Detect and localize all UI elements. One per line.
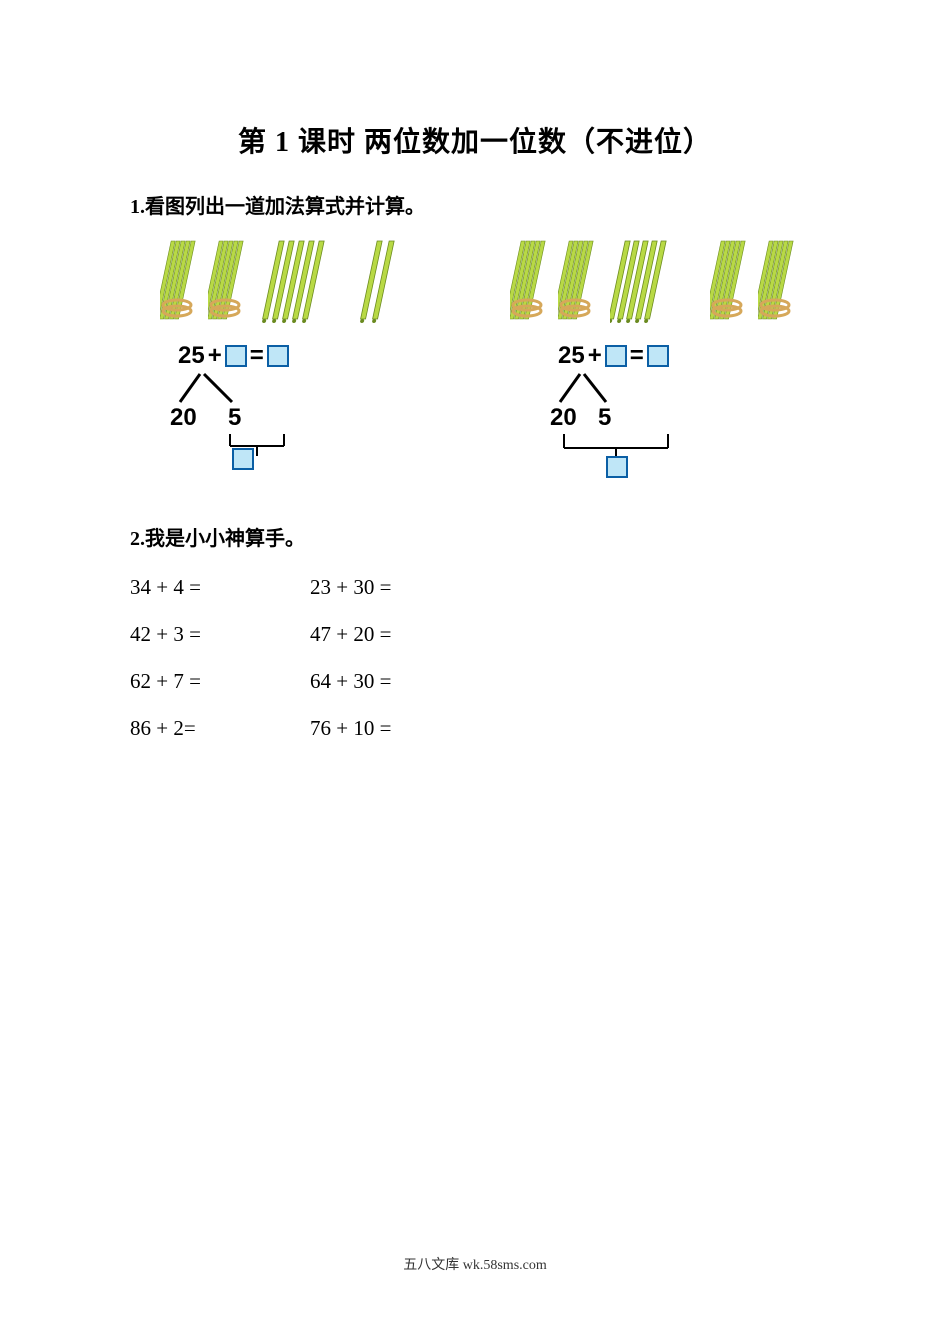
diagram-b-equation: 25 + = (558, 342, 669, 370)
blank-box[interactable] (225, 345, 247, 367)
calc-cell: 34 + 4 = (130, 575, 310, 600)
blank-box[interactable] (647, 345, 669, 367)
q2-prompt: 2.我是小小神算手。 (130, 522, 820, 551)
blank-box[interactable] (267, 345, 289, 367)
bundle-icon (510, 237, 546, 328)
bundle-icon (208, 237, 244, 328)
q2-grid: 34 + 4 = 23 + 30 = 42 + 3 = 47 + 20 = 62… (130, 575, 820, 741)
calc-cell: 76 + 10 = (310, 716, 490, 741)
equals-icon: = (250, 342, 264, 370)
blank-box[interactable] (606, 456, 628, 478)
calc-cell: 42 + 3 = (130, 622, 310, 647)
bundle-icon (160, 237, 196, 328)
q1-diagrams: 25 + = 20 5 (130, 237, 820, 472)
blank-box[interactable] (232, 448, 254, 470)
bundle-icon (558, 237, 594, 328)
bundle-icon (710, 237, 746, 328)
q1-prompt: 1.看图列出一道加法算式并计算。 (130, 190, 820, 219)
page-title: 第 1 课时 两位数加一位数（不进位） (130, 120, 820, 160)
diagram-a-sticks (160, 237, 400, 328)
plus-icon: + (588, 342, 602, 370)
diagram-a-split: 20 5 (174, 372, 314, 472)
diagram-b-sticks (510, 237, 794, 328)
footer-text: 五八文库 wk.58sms.com (0, 1254, 950, 1274)
calc-cell: 62 + 7 = (130, 669, 310, 694)
eq-left: 25 (558, 342, 585, 370)
diagram-a-equation: 25 + = (178, 342, 289, 370)
blank-box[interactable] (605, 345, 627, 367)
calc-cell: 47 + 20 = (310, 622, 490, 647)
split-left: 20 (550, 404, 577, 432)
bundle-icon (758, 237, 794, 328)
diagram-b: 25 + = 20 5 (480, 237, 794, 472)
diagram-a: 25 + = 20 5 (130, 237, 400, 472)
equals-icon: = (630, 342, 644, 370)
plus-icon: + (208, 342, 222, 370)
split-left: 20 (170, 404, 197, 432)
calc-cell: 86 + 2= (130, 716, 310, 741)
diagram-b-split: 20 5 (554, 372, 694, 472)
split-right: 5 (228, 404, 241, 432)
calc-cell: 23 + 30 = (310, 575, 490, 600)
calc-cell: 64 + 30 = (310, 669, 490, 694)
loose-sticks-icon (610, 237, 680, 328)
loose-sticks-icon (360, 237, 400, 328)
split-right: 5 (598, 404, 611, 432)
loose-sticks-icon (262, 237, 342, 328)
eq-left: 25 (178, 342, 205, 370)
